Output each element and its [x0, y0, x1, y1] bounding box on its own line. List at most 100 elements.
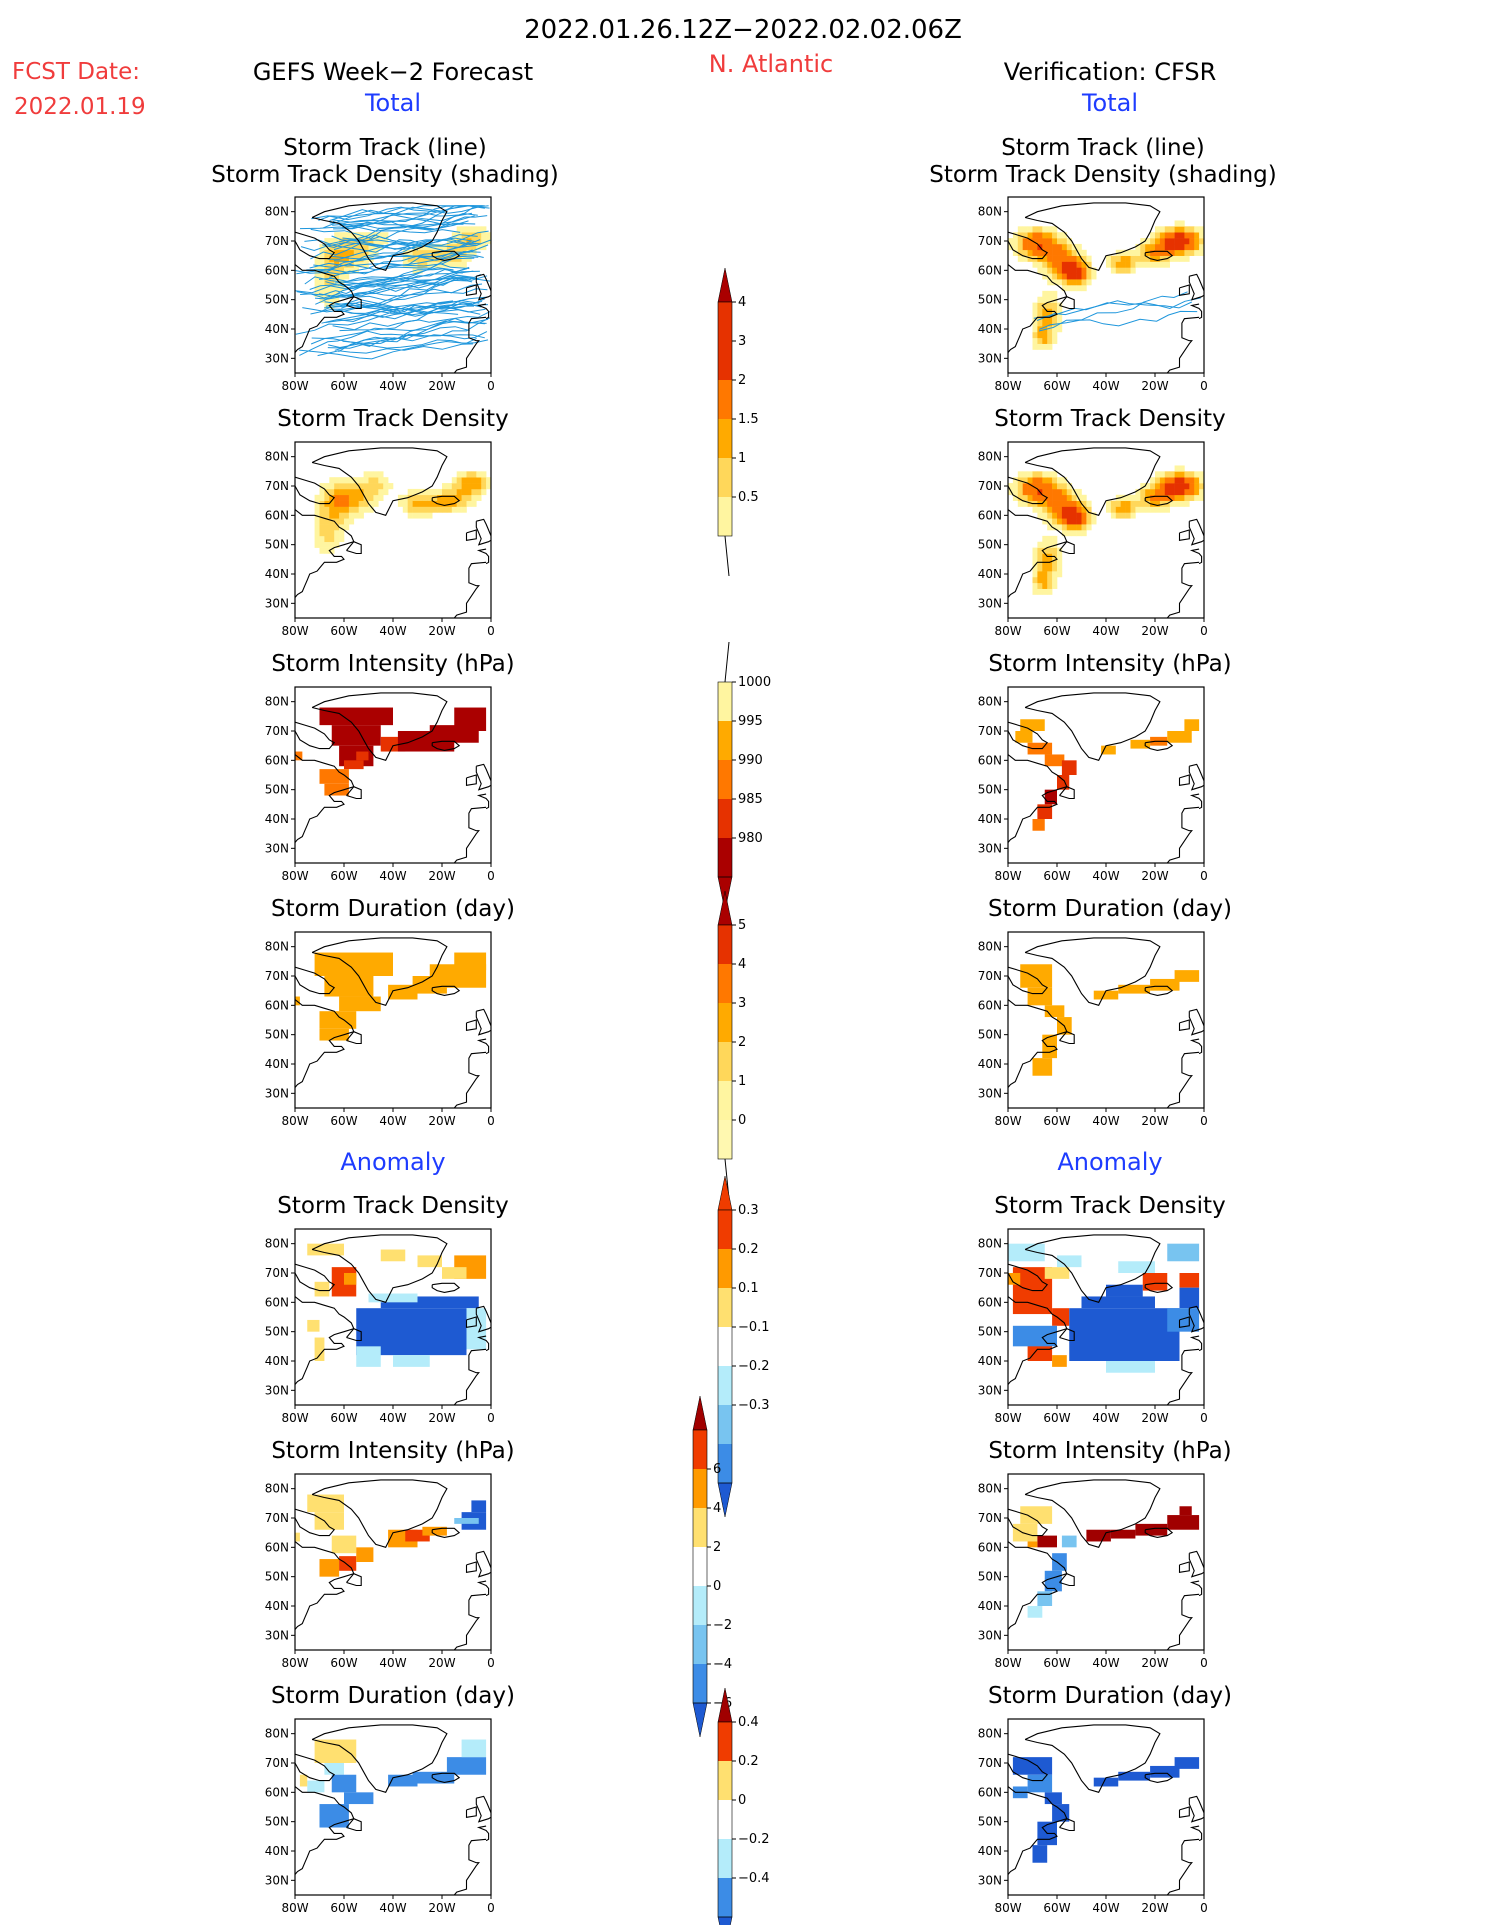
- density-cell: [1047, 267, 1053, 274]
- density-cell: [1042, 500, 1048, 507]
- colorbar-label: 5: [738, 918, 746, 933]
- fc-anom-intensity-title: Storm Intensity (hPa): [271, 1438, 514, 1464]
- coastline: [1008, 1296, 1068, 1385]
- density-cell: [314, 290, 320, 298]
- density-cell: [422, 488, 428, 496]
- coastline: [1166, 316, 1200, 373]
- density-cell: [1189, 243, 1195, 251]
- density-cell: [334, 483, 340, 490]
- density-cell: [446, 506, 453, 513]
- density-cell: [1189, 238, 1195, 245]
- colorbar-label: −4: [713, 1657, 732, 1672]
- density-cell: [471, 483, 477, 490]
- coastline: [346, 1328, 362, 1342]
- density-cell: [1052, 565, 1058, 572]
- density-cell: [1052, 273, 1058, 280]
- density-cell: [1022, 226, 1028, 233]
- density-cell: [348, 506, 355, 513]
- density-cell: [412, 494, 418, 501]
- coastline: [1008, 1263, 1049, 1292]
- density-cell: [1057, 477, 1063, 484]
- density-cell: [1032, 337, 1038, 344]
- coastline: [1144, 1772, 1174, 1783]
- coastline: [1024, 202, 1161, 271]
- density-cell: [402, 255, 408, 262]
- coastline: [453, 1838, 487, 1895]
- density-cell: [1086, 261, 1092, 268]
- colorbar-segment: [718, 1800, 732, 1839]
- grid-cell: [319, 707, 393, 726]
- density-cell: [1076, 506, 1082, 513]
- coastline: [496, 1518, 530, 1547]
- density-cell: [1047, 343, 1053, 350]
- density-cell: [1164, 506, 1170, 513]
- grid-cell: [1167, 1243, 1200, 1262]
- density-cell: [339, 267, 345, 274]
- grid-cell: [1037, 1591, 1053, 1606]
- density-cell: [1159, 500, 1166, 507]
- vf-anom-duration-map: 80W 60W 40W 20W 0 80N 70N 60N 50N 40N 30N: [978, 1718, 1208, 1915]
- density-cell: [476, 488, 482, 496]
- density-cell: [1032, 553, 1038, 560]
- density-cell: [358, 243, 364, 251]
- storm-track-line: [333, 212, 473, 230]
- x-tick-label: 40W: [1092, 379, 1119, 393]
- density-cell: [348, 249, 355, 256]
- grid-cell: [299, 1774, 308, 1787]
- coastline: [465, 529, 477, 541]
- colorbar-label: 0.5: [738, 490, 759, 505]
- density-cell: [339, 483, 345, 490]
- coastline: [465, 1806, 477, 1818]
- density-cell: [1017, 494, 1023, 501]
- density-cell: [1071, 518, 1077, 525]
- grid-cell: [461, 1739, 487, 1758]
- x-tick-label: 80W: [994, 869, 1021, 883]
- density-cell: [1169, 232, 1175, 239]
- coastline: [1178, 1316, 1190, 1328]
- verification-anomaly-label: Anomaly: [1057, 1148, 1162, 1176]
- density-cell: [388, 483, 394, 490]
- density-cell: [1115, 500, 1121, 507]
- grid-cell: [295, 1532, 300, 1542]
- y-tick-label: 50N: [978, 1570, 1002, 1584]
- density-cell: [334, 477, 340, 484]
- storm-track-line: [327, 240, 473, 260]
- grid-cell: [314, 1281, 330, 1297]
- density-cell: [324, 530, 330, 537]
- density-cell: [1184, 494, 1190, 501]
- coastline: [1209, 731, 1243, 760]
- storm-track-line: [342, 205, 489, 229]
- density-cell: [1032, 238, 1038, 245]
- coastline: [1144, 1282, 1174, 1293]
- density-cell: [314, 530, 320, 537]
- fc-anom-intensity-field: [295, 1479, 530, 1650]
- fc-track-title-2: Storm Track Density (shading): [211, 162, 558, 188]
- y-tick-label: 60N: [265, 1540, 289, 1554]
- density-cell: [1042, 302, 1048, 309]
- density-cell: [1027, 238, 1033, 245]
- density-cell: [1057, 494, 1063, 501]
- x-tick-label: 60W: [330, 379, 357, 393]
- colorbar-segment: [693, 1430, 707, 1469]
- x-tick-label: 40W: [1092, 1114, 1119, 1128]
- grid-cell: [1057, 1255, 1082, 1268]
- density-cell: [1076, 279, 1082, 286]
- density-cell: [383, 483, 389, 490]
- density-cell: [319, 494, 325, 501]
- density-cell: [1057, 232, 1063, 239]
- density-cell: [1155, 500, 1161, 507]
- density-cell: [324, 285, 330, 292]
- density-cell: [1061, 524, 1068, 531]
- density-cell: [1022, 483, 1028, 490]
- density-cell: [1037, 588, 1043, 595]
- x-tick-label: 60W: [1043, 1114, 1070, 1128]
- density-cell: [1159, 483, 1166, 490]
- density-cell: [442, 506, 448, 513]
- storm-track-line: [327, 331, 488, 349]
- density-cell: [339, 524, 345, 531]
- density-cell: [1076, 285, 1082, 292]
- density-cell: [422, 500, 428, 507]
- y-tick-label: 80N: [265, 205, 289, 219]
- coastline: [1008, 721, 1049, 750]
- density-cell: [1145, 506, 1151, 513]
